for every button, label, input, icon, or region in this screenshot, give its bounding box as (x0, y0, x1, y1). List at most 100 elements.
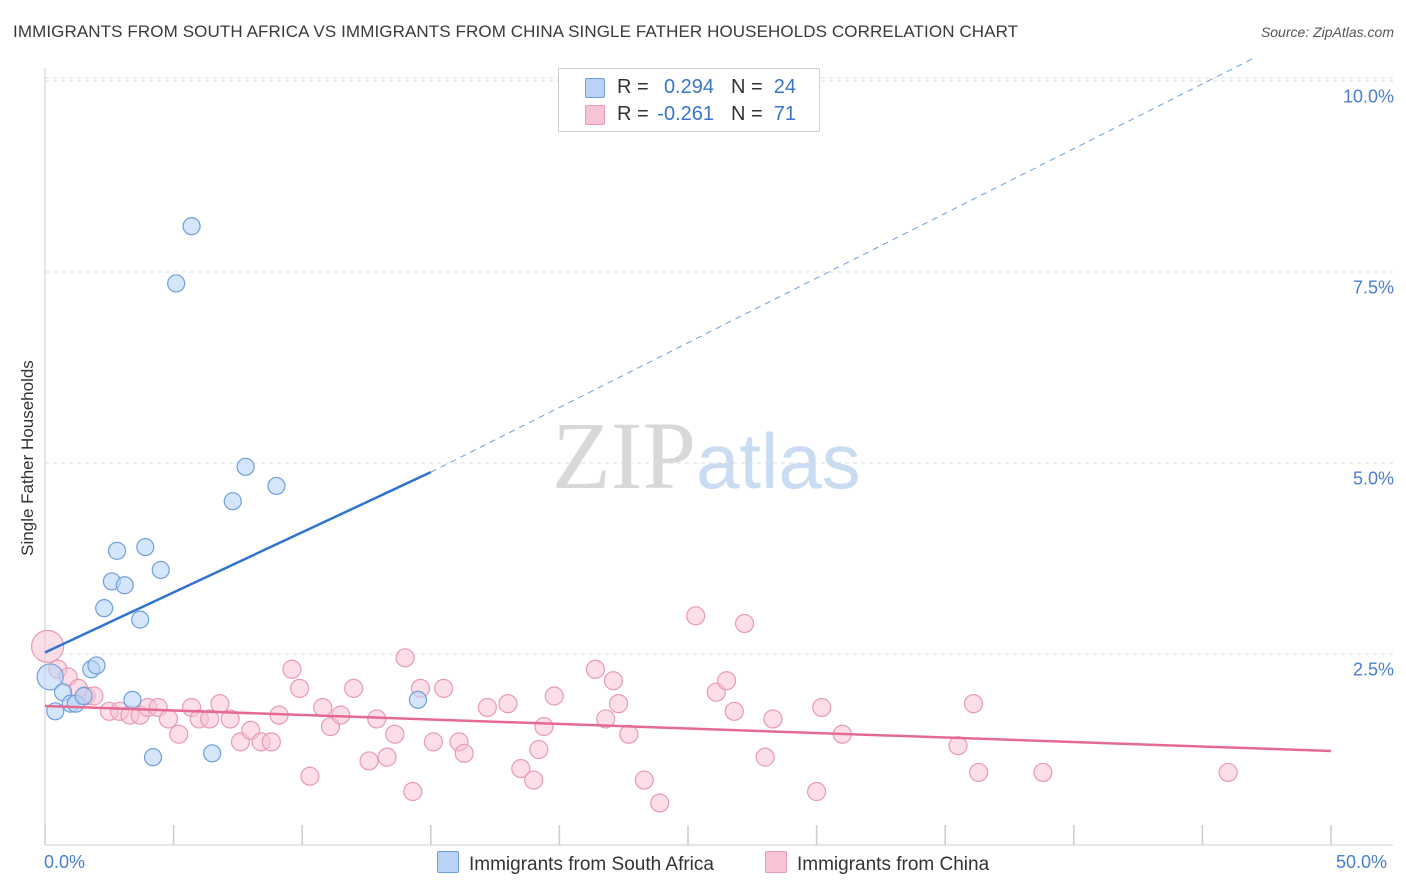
legend-swatch-pink (585, 105, 605, 125)
south-africa-point (267, 476, 286, 496)
south-africa-point (115, 576, 134, 595)
south-africa-point (123, 690, 142, 709)
china-point (544, 686, 564, 706)
y-tick-label: 5.0% (1352, 468, 1394, 489)
china-point (30, 629, 65, 663)
china-point (385, 724, 405, 744)
watermark-atlas: atlas (696, 417, 861, 505)
china-point (724, 701, 744, 721)
china-point (210, 694, 230, 714)
south-africa-point (36, 663, 64, 691)
legend-r-value: -0.261 (657, 103, 714, 125)
gridlines (45, 77, 1393, 655)
china-point (686, 606, 706, 626)
china-point (158, 709, 179, 729)
china-point (395, 648, 415, 668)
legend-row-china: R = -0.261 N = 71 (559, 101, 819, 127)
china-point (1218, 762, 1238, 783)
south-africa-point (223, 492, 242, 511)
china-point (454, 743, 474, 763)
china-point (634, 770, 654, 790)
china-point (524, 770, 544, 790)
south-africa-point (167, 274, 186, 293)
china-point (619, 724, 639, 744)
x-tick-label: 50.0% (1336, 852, 1388, 872)
south-africa-point (151, 560, 170, 580)
china-point (603, 671, 624, 691)
china-point (434, 678, 454, 698)
south-africa-point (136, 537, 155, 557)
china-point (529, 739, 549, 760)
south-africa-point (203, 744, 222, 763)
legend-r-label: R = (617, 76, 649, 98)
china-points (30, 606, 1238, 813)
china-point (403, 781, 423, 802)
legend-n-value: 71 (773, 103, 796, 125)
south-africa-point (107, 541, 127, 560)
china-point (423, 732, 443, 752)
south-africa-point (87, 656, 106, 675)
china-point (200, 709, 220, 729)
china-point (1033, 762, 1053, 783)
south-africa-point (408, 690, 428, 709)
china-point (650, 793, 670, 813)
china-point (377, 747, 397, 767)
china-point (534, 716, 554, 737)
china-trend-line (44, 704, 1332, 753)
south-africa-trend-line (44, 471, 432, 654)
legend-n-label: N = (731, 103, 763, 125)
legend-swatch-blue (585, 78, 605, 98)
correlation-legend: R = 0.294 N = 24 R = -0.261 N = 71 (558, 68, 820, 132)
china-point (344, 678, 364, 698)
china-point (596, 709, 616, 729)
south-africa-trend-extension (430, 57, 1255, 473)
china-point (282, 659, 302, 679)
bottom-legend-south-africa: Immigrants from South Africa (437, 851, 714, 876)
south-africa-point (143, 748, 163, 767)
china-point (498, 694, 518, 714)
china-point (169, 724, 189, 744)
watermark: ZIPatlas (552, 400, 861, 511)
south-africa-point (131, 610, 150, 629)
y-tick-label: 2.5% (1352, 659, 1394, 680)
bottom-legend-swatch-blue (437, 851, 459, 873)
china-point (359, 751, 379, 771)
china-point (608, 694, 629, 714)
china-point (812, 697, 832, 718)
china-point (716, 671, 737, 691)
south-africa-point (236, 457, 255, 476)
legend-n-label: N = (731, 76, 763, 98)
china-point (511, 758, 531, 779)
china-point (300, 766, 320, 786)
china-point (969, 762, 989, 783)
legend-n-value: 24 (773, 76, 796, 98)
south-africa-point (95, 599, 114, 618)
china-point (261, 732, 281, 752)
y-tick-label: 7.5% (1352, 277, 1394, 298)
china-point (313, 697, 333, 718)
bottom-legend-label: Immigrants from South Africa (469, 854, 714, 875)
bottom-legend-china: Immigrants from China (765, 851, 989, 876)
axes (44, 68, 1393, 846)
south-africa-points (36, 217, 428, 767)
y-tick-label: 10.0% (1342, 86, 1394, 107)
legend-row-south-africa: R = 0.294 N = 24 (559, 74, 819, 100)
legend-r-value: 0.294 (663, 76, 714, 98)
south-africa-point (74, 686, 93, 706)
watermark-zip: ZIP (552, 402, 696, 509)
source-credit: Source: ZipAtlas.com (1260, 24, 1394, 40)
china-point (948, 736, 968, 756)
china-point (734, 613, 755, 634)
china-point (755, 747, 775, 767)
bottom-legend-swatch-pink (765, 851, 787, 873)
x-tick-label: 0.0% (44, 852, 86, 872)
china-point (585, 659, 606, 679)
china-point (477, 697, 497, 718)
chart-title: IMMIGRANTS FROM SOUTH AFRICA VS IMMIGRAN… (13, 22, 1019, 41)
china-point (806, 781, 827, 802)
china-point (963, 694, 984, 714)
china-point (290, 678, 310, 698)
y-axis-label: Single Father Households (18, 360, 37, 556)
china-point (763, 709, 783, 729)
